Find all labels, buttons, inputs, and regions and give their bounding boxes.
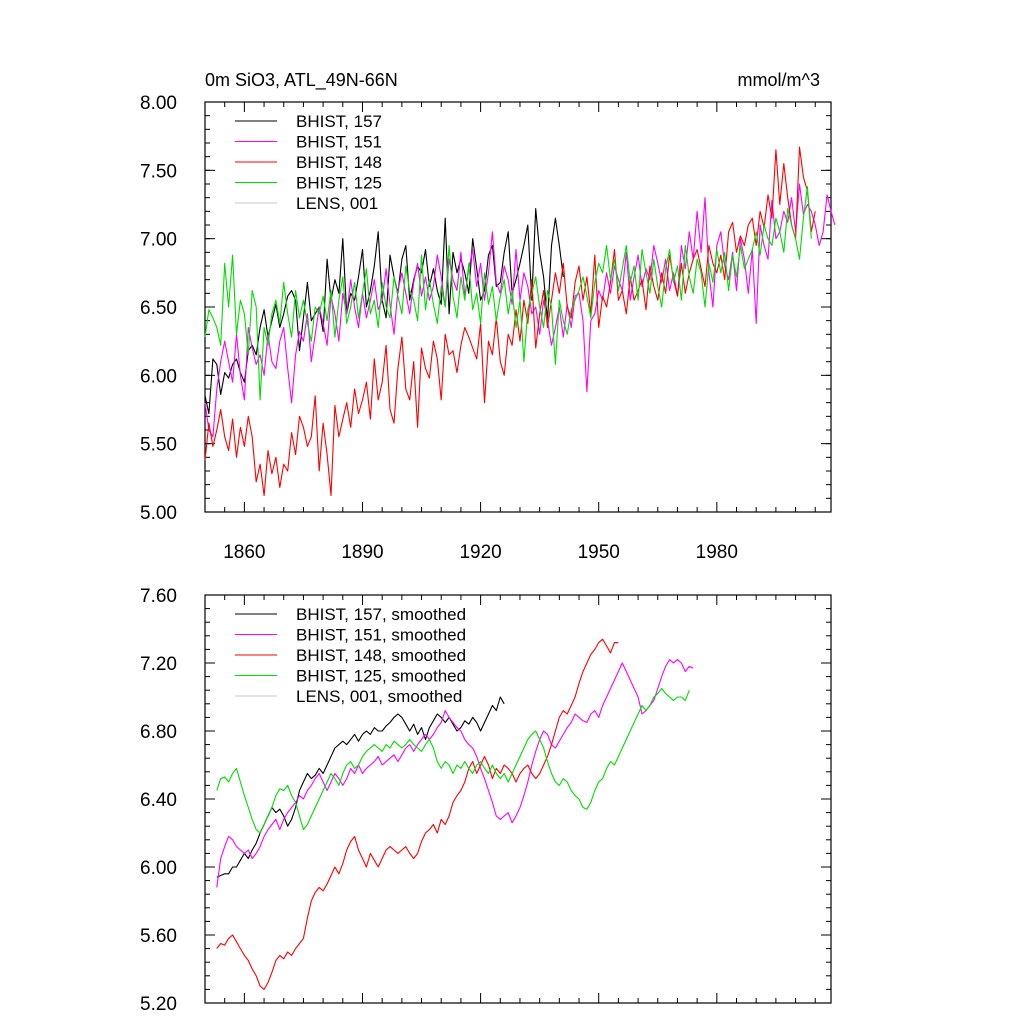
panel1-y-tick-label: 7.50	[140, 161, 177, 182]
panel2-series-line-2	[216, 638, 619, 990]
panel1-x-tick-label: 1920	[459, 542, 501, 563]
panel2-y-tick-label: 7.60	[140, 586, 177, 607]
panel2-legend-label: LENS, 001, smoothed	[296, 687, 462, 706]
panel1-y-tick-label: 6.00	[140, 366, 177, 387]
panel1-legend-label: LENS, 001	[296, 194, 378, 213]
panel2-y-tick-label: 5.60	[140, 926, 177, 947]
panel2-y-tick-label: 6.80	[140, 722, 177, 743]
panel2-legend-label: BHIST, 151, smoothed	[296, 626, 466, 645]
panel-top: 1860 1890 1920 1950 1980 5.00 5.50 6.00 6.50 7.00…	[140, 93, 836, 563]
panel-bottom: 5.20 5.60 6.00 6.40 6.80 7.20 7.60 BHIST, 157, …	[140, 586, 832, 1015]
panel2-y-tick-label: 5.20	[140, 994, 177, 1015]
panel1-legend-label: BHIST, 151	[296, 133, 382, 152]
panel2-legend-label: BHIST, 125, smoothed	[296, 667, 466, 686]
panel2-series-line-1	[216, 659, 694, 888]
panel1-legend-label: BHIST, 125	[296, 174, 382, 193]
panel1-y-tick-label: 7.00	[140, 230, 177, 251]
panel1-units: mmol/m^3	[738, 70, 820, 90]
panel1-legend-label: BHIST, 148	[296, 153, 382, 172]
panel1-y-tick-label: 5.50	[140, 435, 177, 456]
panel2-y-tick-label: 6.00	[140, 858, 177, 879]
panel2-legend-label: BHIST, 148, smoothed	[296, 646, 466, 665]
panel1-y-tick-label: 8.00	[140, 93, 177, 114]
panel1-series-line-1	[204, 183, 836, 438]
panel1-series-line-2	[204, 146, 816, 497]
panel1-title: 0m SiO3, ATL_49N-66N	[205, 70, 398, 91]
panel2-series-line-0	[216, 696, 505, 878]
panel2-series-line-3	[216, 687, 690, 834]
panel2-y-tick-label: 7.20	[140, 654, 177, 675]
panel1-x-tick-label: 1890	[341, 542, 383, 563]
panel1-legend-label: BHIST, 157	[296, 112, 382, 131]
panel2-legend-label: BHIST, 157, smoothed	[296, 605, 466, 624]
panel1-x-tick-label: 1950	[578, 542, 620, 563]
panel1-x-tick-label: 1860	[223, 542, 265, 563]
panel1-series-line-3	[204, 186, 812, 401]
panel1-y-tick-label: 6.50	[140, 298, 177, 319]
panel1-x-tick-label: 1980	[696, 542, 738, 563]
panel2-y-tick-label: 6.40	[140, 790, 177, 811]
panel1-y-tick-label: 5.00	[140, 503, 177, 524]
panel1-series-line-0	[204, 208, 564, 415]
